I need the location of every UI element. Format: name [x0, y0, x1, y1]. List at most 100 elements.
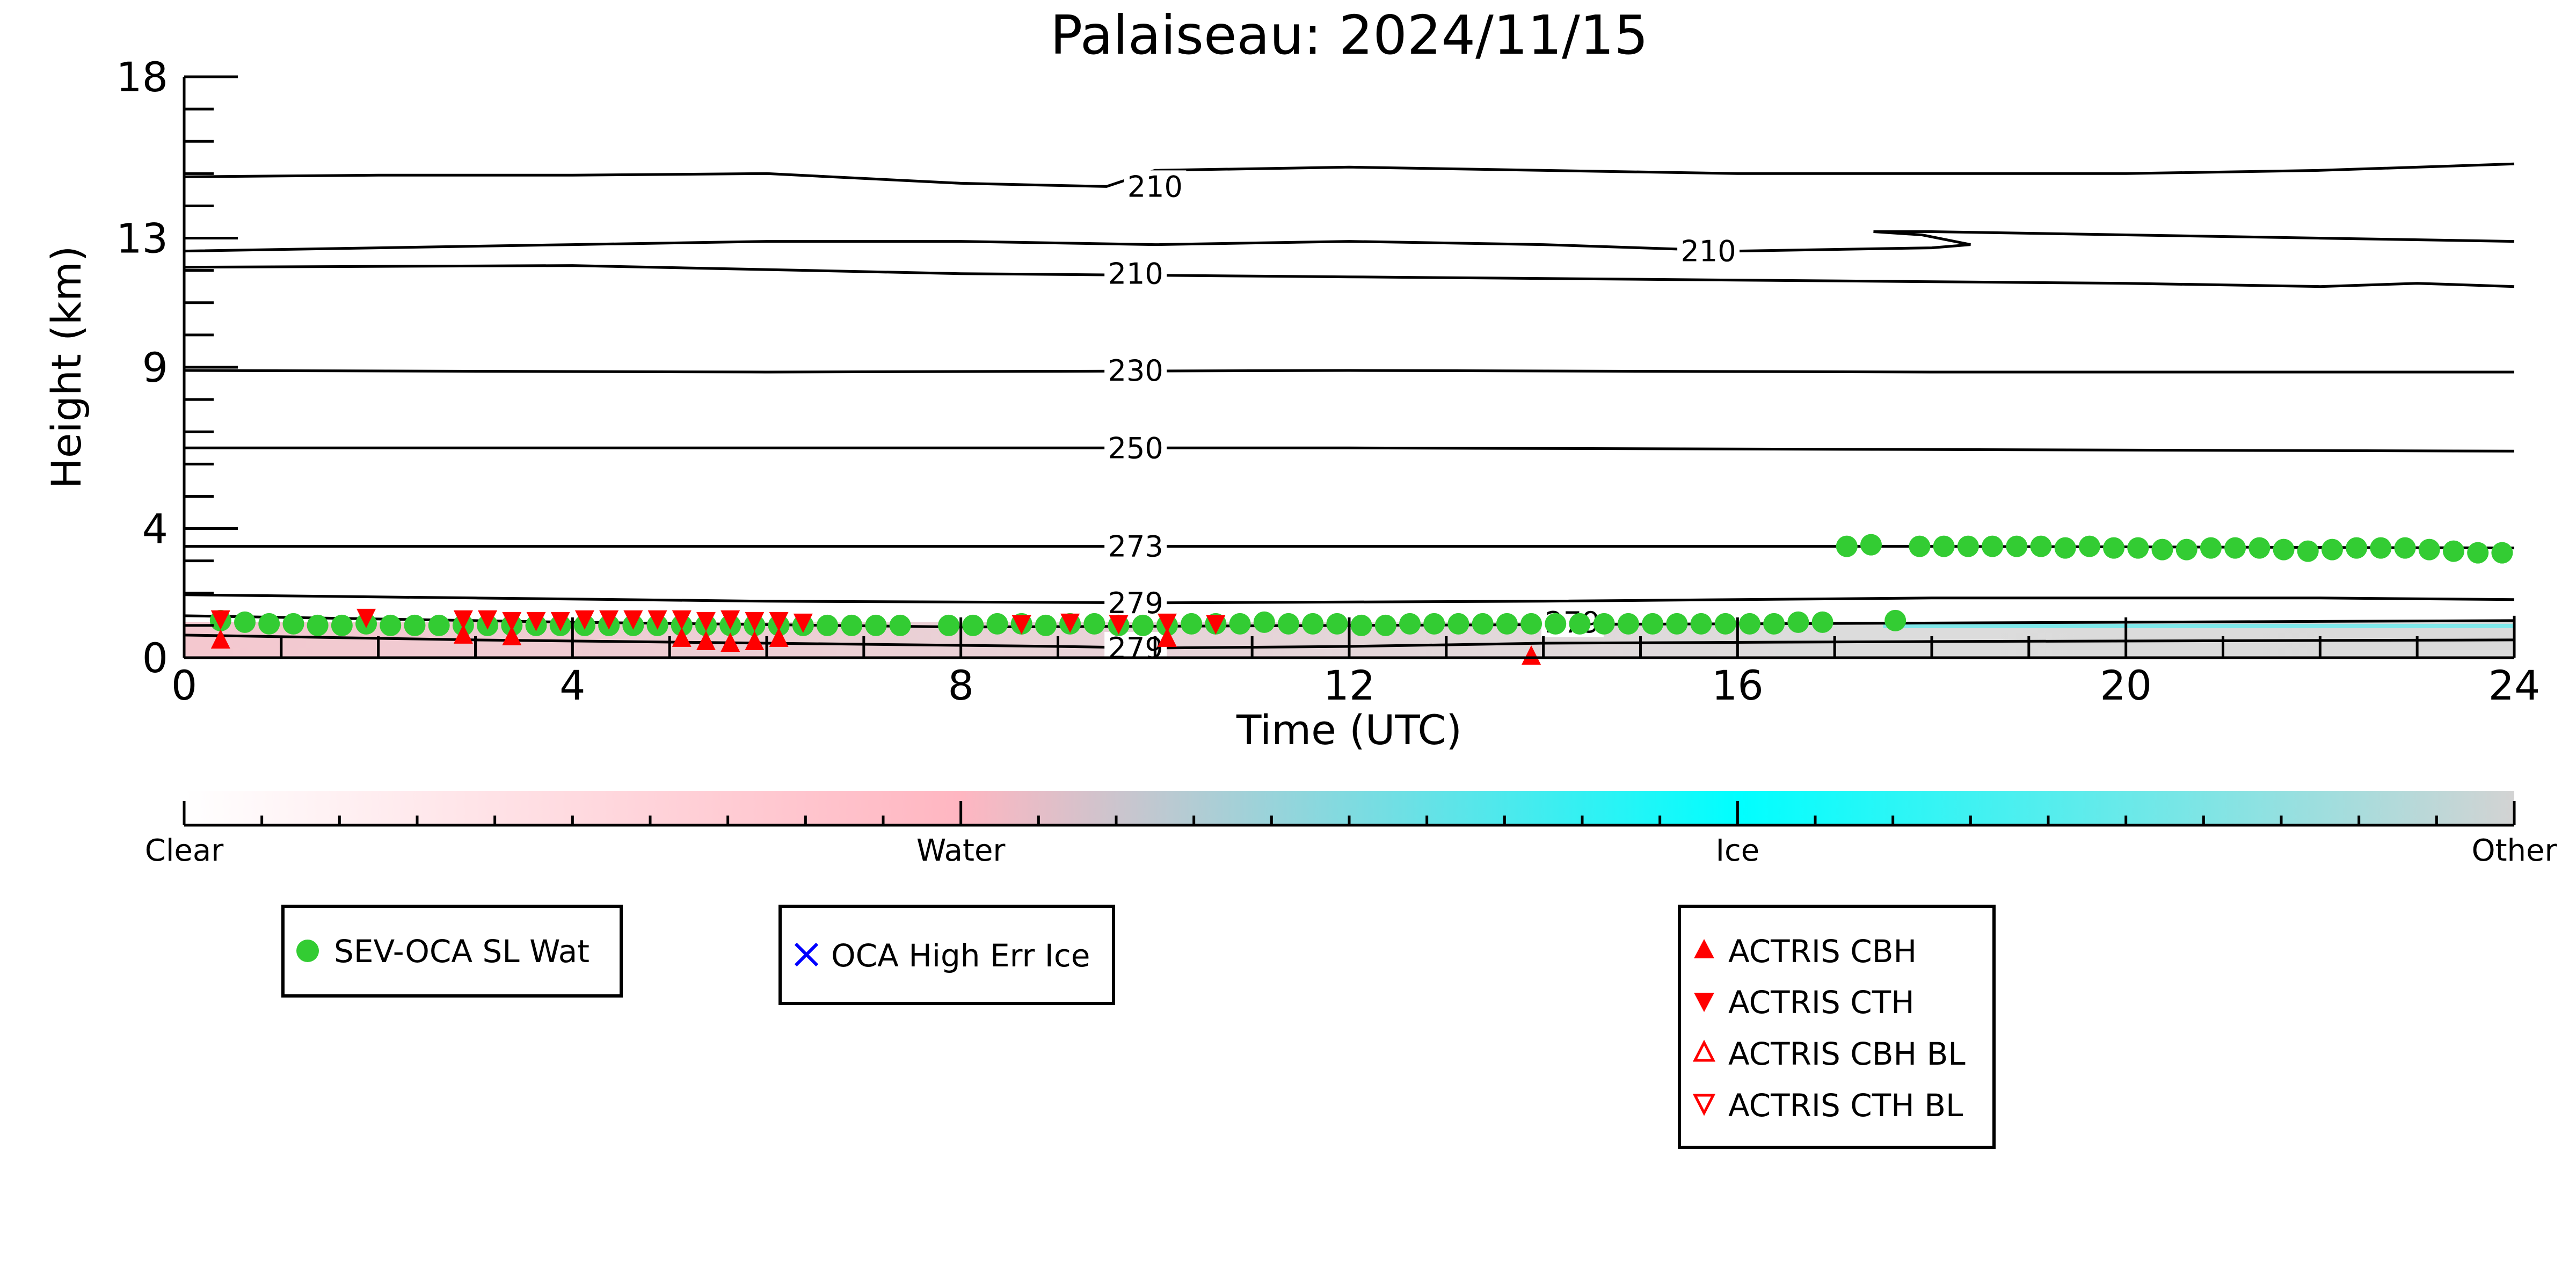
x-tick-label-6: 24: [2488, 661, 2541, 709]
point-sev-oca-35: [1083, 613, 1105, 635]
point-sev-oca-58: [1642, 613, 1664, 635]
point-actris-cth-12: [696, 612, 716, 631]
y-tick-label-3: 13: [116, 215, 168, 263]
point-sev-oca-31: [986, 613, 1008, 635]
x-tick-label-0: 0: [171, 661, 197, 709]
point-sev-oca-88: [2370, 537, 2392, 559]
contour-line-250-4: [184, 446, 2515, 453]
point-actris-cbh-4: [696, 630, 716, 650]
y-axis-label: Height (km): [42, 246, 90, 489]
point-sev-oca-27: [865, 614, 887, 636]
point-actris-cth-17: [1012, 615, 1031, 635]
point-sev-oca-87: [2346, 537, 2368, 559]
point-sev-oca-76: [2078, 535, 2100, 557]
point-sev-oca-66: [1836, 535, 1858, 557]
point-actris-cbh-6: [745, 630, 765, 650]
phase-colorbar: [183, 791, 2516, 827]
point-sev-oca-62: [1738, 613, 1760, 635]
contour-line-273-5: [184, 545, 2515, 550]
point-sev-oca-57: [1617, 613, 1639, 635]
point-actris-cth-21: [1206, 615, 1226, 635]
contour-label-bg-4: [1104, 432, 1167, 463]
point-sev-oca-80: [2175, 539, 2197, 561]
contour-label-4: 250: [1108, 431, 1163, 465]
point-sev-oca-44: [1302, 613, 1324, 635]
legend-box-sev: SEV-OCA SL Wat: [281, 905, 623, 998]
point-sev-oca-4: [307, 614, 329, 636]
point-actris-cth-15: [769, 612, 789, 631]
point-actris-cth-20: [1157, 613, 1177, 633]
legend-marker-cth: [1694, 993, 1714, 1012]
point-actris-cth-14: [745, 612, 765, 631]
point-actris-cth-4: [502, 612, 522, 631]
point-sev-oca-26: [841, 614, 863, 636]
point-actris-cbh-2: [502, 625, 522, 645]
point-sev-oca-83: [2248, 537, 2271, 559]
point-sev-oca-59: [1666, 613, 1688, 635]
legend-label-cth: ACTRIS CTH: [1728, 984, 1915, 1021]
x-tick-label-4: 16: [1712, 661, 1764, 709]
point-sev-oca-42: [1253, 611, 1275, 633]
contour-label-3: 230: [1108, 354, 1163, 388]
point-sev-oca-65: [1811, 611, 1833, 633]
point-actris-cth-13: [721, 610, 740, 630]
contour-label-bg-5: [1104, 530, 1167, 562]
legend-marker-sev: [296, 940, 319, 962]
legend-box-oca: OCA High Err Ice: [778, 905, 1115, 1005]
point-sev-oca-41: [1229, 613, 1251, 635]
x-tick-label-3: 12: [1323, 661, 1376, 709]
point-sev-oca-78: [2127, 537, 2149, 559]
colorbar-label-other: Other: [2471, 833, 2557, 868]
point-sev-oca-89: [2394, 537, 2416, 559]
contour-label-5: 273: [1108, 530, 1163, 564]
contour-label-bg-6: [1104, 586, 1167, 618]
point-sev-oca-82: [2224, 537, 2246, 559]
point-sev-oca-71: [1957, 535, 1979, 557]
point-sev-oca-75: [2054, 537, 2076, 559]
point-sev-oca-60: [1690, 613, 1712, 635]
point-sev-oca-28: [889, 614, 911, 636]
contour-label-bg-3: [1104, 354, 1167, 386]
contour-label-0: 210: [1127, 170, 1183, 203]
legend-label-cbh-bl: ACTRIS CBH BL: [1728, 1036, 1966, 1072]
point-sev-oca-25: [817, 614, 839, 636]
point-sev-oca-63: [1763, 613, 1785, 635]
point-sev-oca-2: [258, 613, 280, 635]
point-sev-oca-64: [1787, 611, 1809, 633]
y-tick-label-2: 9: [142, 344, 168, 391]
point-sev-oca-46: [1350, 614, 1372, 636]
plot-area: 2102102102302502732792792790491318048121…: [116, 53, 2540, 709]
point-sev-oca-48: [1399, 613, 1421, 635]
legend-label-cbh: ACTRIS CBH: [1728, 933, 1917, 970]
point-sev-oca-45: [1326, 613, 1348, 635]
point-sev-oca-7: [380, 614, 402, 636]
point-actris-cth-10: [647, 610, 667, 630]
legend-marker-cth-bl: [1692, 1094, 1716, 1116]
point-sev-oca-55: [1569, 613, 1591, 635]
point-actris-cbh-0: [210, 629, 230, 649]
point-actris-cth-16: [793, 613, 813, 633]
contour-line-210-0: [184, 162, 2515, 188]
point-actris-cth-5: [526, 612, 546, 631]
point-sev-oca-69: [1909, 535, 1931, 557]
contour-label-bg-2: [1104, 257, 1167, 289]
point-sev-oca-37: [1132, 614, 1154, 636]
point-actris-cth-0: [210, 610, 230, 630]
point-actris-cth-11: [672, 610, 692, 630]
point-sev-oca-9: [428, 614, 450, 636]
point-actris-cbh-5: [721, 632, 740, 652]
point-actris-cth-6: [550, 612, 570, 631]
point-sev-oca-91: [2442, 540, 2464, 562]
y-tick-label-4: 18: [116, 53, 168, 101]
point-sev-oca-74: [2030, 535, 2052, 557]
point-sev-oca-85: [2297, 540, 2319, 562]
point-sev-oca-86: [2321, 539, 2343, 561]
chart-title: Palaiseau: 2024/11/15: [1050, 4, 1648, 67]
point-sev-oca-84: [2273, 539, 2295, 561]
x-tick-label-1: 4: [559, 661, 585, 709]
point-actris-cth-7: [574, 610, 594, 630]
point-sev-oca-92: [2467, 542, 2489, 564]
point-actris-cth-9: [623, 610, 643, 630]
point-sev-oca-52: [1496, 613, 1518, 635]
